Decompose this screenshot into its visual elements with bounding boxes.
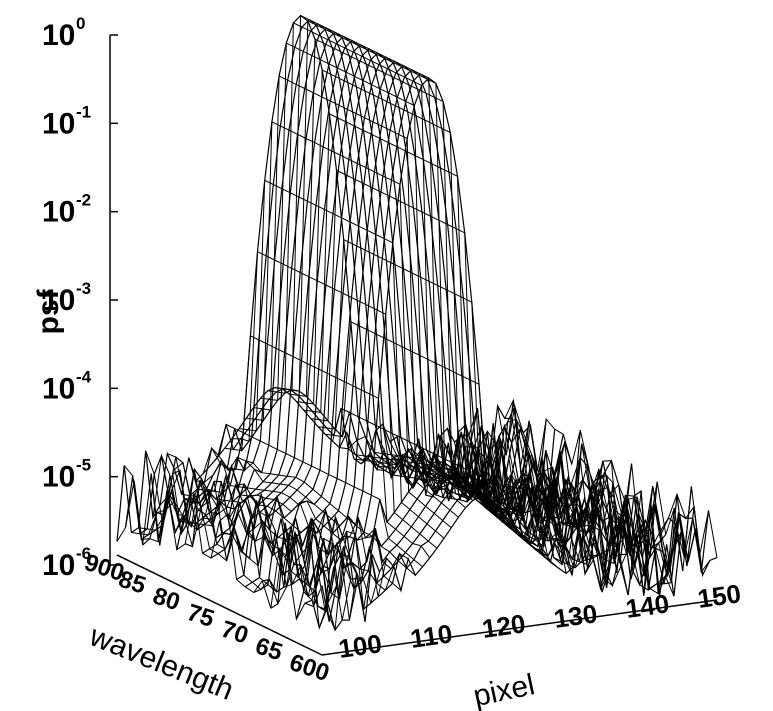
x-axis-title: pixel	[470, 668, 537, 711]
z-tick-exponent: 0	[76, 14, 85, 33]
mesh-column-line	[411, 443, 617, 562]
z-tick-label: 10	[42, 372, 75, 405]
x-tick-label: 130	[552, 598, 599, 634]
z-tick-exponent: -6	[76, 544, 91, 563]
y-tick-label: 70	[218, 616, 252, 650]
x-tick-label: 100	[337, 628, 384, 664]
mesh-column-line	[389, 441, 596, 562]
mesh-column-line	[239, 179, 445, 539]
z-tick-label: 10	[42, 461, 75, 494]
y-tick-label: 900	[81, 549, 127, 587]
mesh-column-line	[454, 442, 660, 597]
mesh-column-line	[116, 473, 323, 621]
mesh-column-line	[123, 465, 330, 622]
y-axis-title: wavelength	[84, 619, 238, 707]
mesh-row-line	[150, 18, 547, 542]
mesh-column-line	[210, 455, 416, 576]
mesh-column-line	[497, 405, 704, 576]
z-tick-label: 10	[42, 284, 75, 317]
z-tick-label: 10	[42, 549, 75, 582]
mesh-column-line	[231, 250, 438, 549]
mesh-column-line	[432, 431, 639, 587]
z-tick-exponent: -4	[76, 367, 92, 386]
mesh-column-line	[282, 20, 488, 499]
mesh-column-line	[253, 75, 459, 518]
z-tick-exponent: -1	[76, 102, 91, 121]
mesh-column-line	[217, 423, 423, 568]
mesh-column-line	[482, 451, 689, 583]
z-tick-label: 10	[42, 196, 75, 229]
mesh-column-line	[159, 469, 366, 622]
mesh-column-line	[289, 38, 495, 505]
mesh-column-line	[511, 417, 718, 572]
mesh-row-line	[270, 77, 667, 609]
y-tick-label: 65	[252, 632, 286, 666]
wireframe-mesh	[116, 14, 718, 632]
z-tick-exponent: -5	[76, 456, 91, 475]
mesh-column-line	[267, 22, 474, 501]
mesh-column-line	[188, 457, 395, 592]
z-axis-title: psf	[32, 288, 65, 334]
mesh-column-line	[202, 446, 409, 570]
mesh-column-line	[475, 423, 682, 584]
mesh-row-line	[159, 23, 556, 546]
mesh-column-line	[246, 121, 452, 529]
z-tick-exponent: -2	[76, 191, 91, 210]
mesh-column-line	[138, 473, 344, 631]
mesh-column-line	[260, 42, 466, 509]
z-tick-exponent: -3	[76, 279, 91, 298]
x-tick-label: 150	[696, 578, 743, 614]
mesh-column-line	[145, 450, 352, 621]
mesh-column-line	[195, 458, 402, 591]
x-tick-label: 120	[480, 608, 527, 644]
mesh-column-line	[504, 398, 711, 577]
x-axis-line	[321, 599, 718, 656]
y-tick-label: 80	[149, 582, 183, 616]
z-tick-label: 10	[42, 107, 75, 140]
x-tick-label: 140	[624, 588, 671, 624]
x-axis: 100 110 120 130 140 150	[321, 578, 743, 664]
y-tick-label: 75	[184, 599, 218, 633]
x-tick-label: 110	[408, 618, 454, 654]
z-tick-label: 10	[42, 19, 75, 52]
mesh-column-line	[439, 424, 646, 596]
mesh-column-line	[152, 453, 359, 621]
y-axis-line	[116, 554, 323, 656]
mesh-column-line	[403, 434, 610, 591]
